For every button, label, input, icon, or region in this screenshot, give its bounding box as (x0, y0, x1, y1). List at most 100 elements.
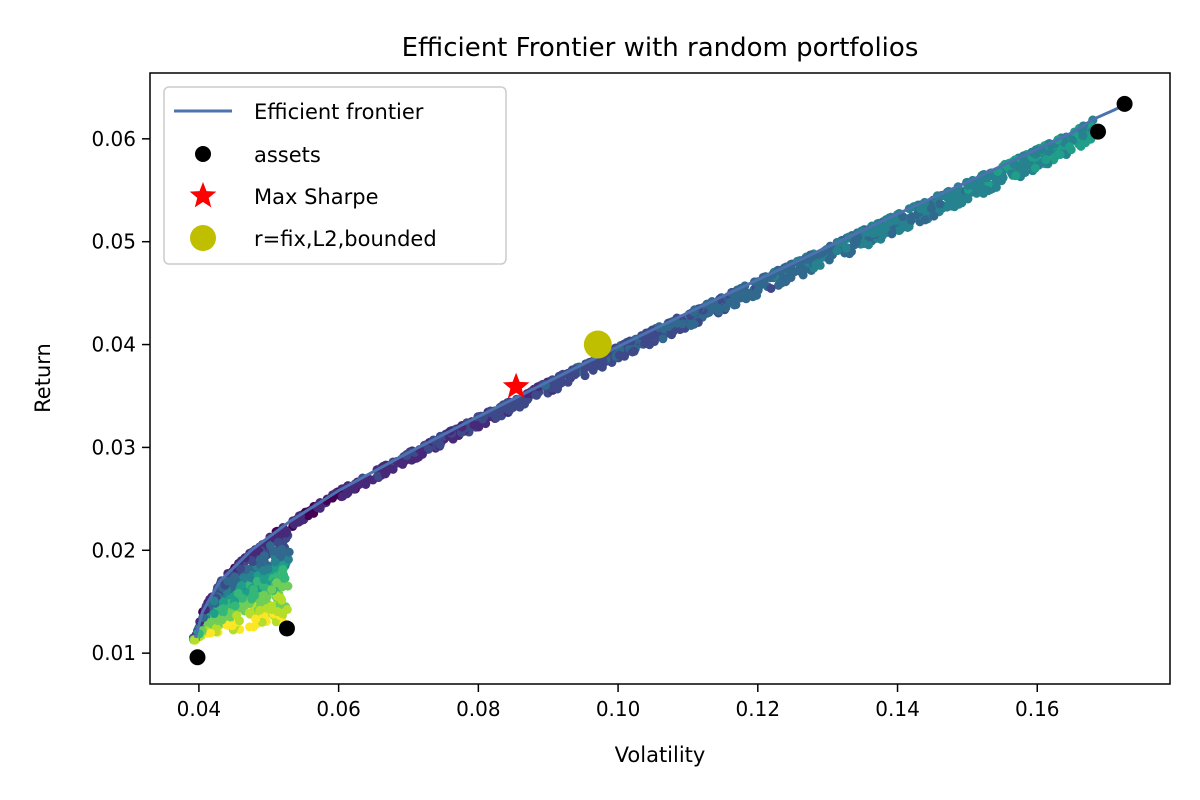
random-portfolio-point (280, 574, 290, 584)
x-tick-label: 0.08 (456, 697, 501, 721)
random-portfolio-point (263, 564, 273, 574)
random-portfolio-point (859, 239, 869, 249)
x-tick-label: 0.16 (1015, 697, 1060, 721)
random-portfolio-point (252, 576, 262, 586)
random-portfolio-point (997, 176, 1007, 186)
random-portfolio-point (1041, 155, 1051, 165)
random-portfolio-point (236, 564, 246, 574)
random-portfolio-point (398, 459, 408, 469)
efficient-frontier-line (193, 103, 1126, 639)
random-portfolio-point (658, 334, 668, 344)
y-tick-label: 0.04 (91, 333, 136, 357)
random-portfolio-point (283, 554, 293, 564)
x-axis: 0.04 0.06 0.08 0.10 0.12 0.14 0.16 (177, 684, 1060, 721)
asset-point (189, 649, 206, 666)
random-portfolio-point (1030, 163, 1040, 173)
random-portfolio-point (230, 572, 240, 582)
random-portfolio-point (373, 472, 383, 481)
random-portfolio-point (223, 576, 233, 586)
random-portfolio-point (278, 609, 288, 619)
random-portfolio-point (209, 596, 219, 606)
random-portfolio-point (270, 557, 280, 567)
x-axis-label: Volatility (615, 743, 706, 767)
x-tick-label: 0.06 (316, 697, 361, 721)
random-portfolio-point (247, 594, 257, 604)
random-portfolio-point (233, 588, 243, 598)
legend-optimal-swatch (190, 225, 216, 251)
random-portfolio-point (1078, 131, 1088, 141)
random-portfolio-point (380, 469, 390, 479)
legend-assets-swatch (195, 146, 211, 162)
legend-label-assets: assets (254, 143, 321, 167)
random-portfolio-point (1011, 171, 1021, 181)
asset-point (1116, 95, 1133, 112)
random-portfolio-point (265, 541, 275, 551)
random-portfolio-point (1055, 150, 1065, 160)
random-portfolio-point (232, 611, 242, 621)
legend-label-max-sharpe: Max Sharpe (254, 185, 378, 209)
random-portfolio-point (983, 186, 993, 196)
random-portfolio-point (594, 358, 604, 368)
random-portfolio-point (435, 440, 445, 450)
random-portfolio-point (249, 622, 259, 632)
y-tick-label: 0.05 (91, 230, 136, 254)
random-portfolio-point (991, 182, 1001, 192)
chart-title: Efficient Frontier with random portfolio… (402, 33, 919, 63)
random-portfolio-point (1065, 142, 1075, 152)
random-portfolio-point (898, 212, 908, 222)
random-portfolio-point (417, 449, 427, 459)
random-portfolio-point (721, 303, 731, 313)
random-portfolio-point (251, 614, 261, 624)
optimal-portfolio-point (583, 330, 612, 359)
random-portfolio-point (259, 575, 269, 585)
random-portfolio-point (262, 603, 272, 613)
random-portfolio-point (284, 547, 294, 557)
random-portfolio-point (748, 292, 758, 302)
random-portfolio-point (342, 489, 352, 499)
random-portfolio-point (1076, 141, 1086, 151)
random-portfolio-point (217, 615, 227, 625)
markers-layer (189, 95, 1133, 666)
random-portfolio-point (249, 584, 259, 594)
random-portfolio-point (349, 484, 359, 494)
random-portfolio-point (614, 350, 624, 360)
random-portfolio-point (645, 340, 655, 350)
random-portfolio-point (776, 278, 786, 288)
random-portfolio-point (811, 260, 821, 270)
random-portfolio-point (259, 590, 269, 600)
random-portfolio-point (972, 188, 982, 198)
random-portfolio-point (915, 204, 925, 214)
random-portfolio-point (714, 306, 724, 316)
random-portfolio-point (236, 581, 246, 591)
legend: Efficient frontier assets Max Sharpe r=f… (163, 86, 507, 265)
y-axis-label: Return (31, 343, 55, 413)
random-portfolio-point (942, 202, 952, 212)
random-portfolio-point (753, 285, 763, 295)
random-portfolio-point (1068, 135, 1078, 145)
random-portfolio-point (209, 609, 219, 619)
random-portfolio-point (230, 601, 240, 611)
random-portfolio-point (259, 581, 269, 591)
y-axis: 0.01 0.02 0.03 0.04 0.05 0.06 (91, 127, 150, 665)
random-portfolio-point (766, 283, 776, 293)
legend-box (163, 86, 507, 265)
y-tick-label: 0.02 (91, 538, 136, 562)
random-portfolio-point (361, 480, 371, 489)
random-portfolio-point (628, 347, 638, 357)
random-portfolio-point (273, 537, 283, 547)
random-portfolio-point (877, 227, 887, 237)
random-portfolio-point (469, 420, 479, 430)
random-portfolio-point (649, 331, 659, 341)
random-portfolio-point (423, 444, 433, 454)
random-portfolio-point (868, 228, 878, 238)
random-portfolio-point (949, 202, 959, 212)
random-portfolio-point (281, 525, 291, 535)
random-portfolio-point (948, 194, 958, 204)
x-tick-label: 0.04 (177, 697, 222, 721)
random-portfolio-point (278, 565, 288, 575)
random-portfolio-point (255, 605, 265, 615)
random-portfolio-point (935, 199, 945, 209)
asset-point (1090, 123, 1107, 140)
random-portfolio-point (832, 246, 842, 256)
